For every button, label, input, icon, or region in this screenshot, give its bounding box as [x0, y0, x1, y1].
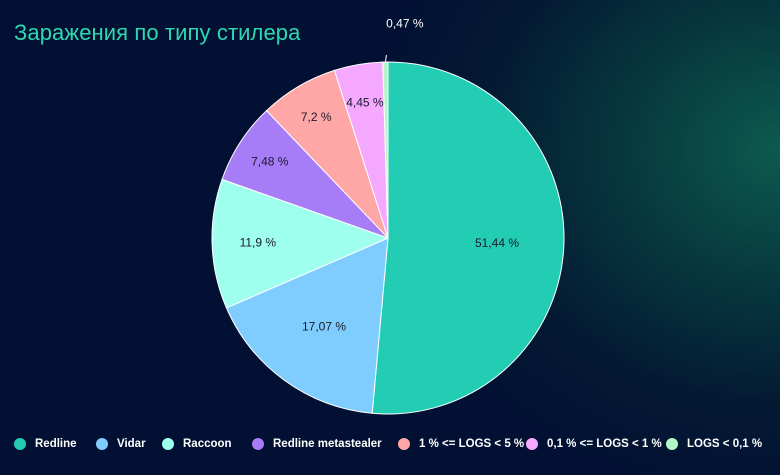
data-label-7: 0,47 %	[386, 16, 424, 30]
legend-label: Raccoon	[183, 438, 232, 450]
legend-swatch	[252, 438, 264, 450]
legend-item-7: LOGS < 0,1 %	[666, 432, 762, 456]
legend-item-4: Redline metastealer	[252, 432, 382, 456]
legend-label: Vidar	[117, 438, 146, 450]
legend-label: 0,1 % <= LOGS < 1 %	[547, 438, 662, 450]
legend-swatch	[666, 438, 678, 450]
legend-swatch	[398, 438, 410, 450]
legend-item-6: 0,1 % <= LOGS < 1 %	[526, 432, 662, 456]
data-label-2: 17,07 %	[302, 319, 346, 333]
chart-legend: Redline Vidar Raccoon Redline metastealer 1 …	[0, 432, 780, 456]
legend-swatch	[526, 438, 538, 450]
data-label-1: 51,44 %	[475, 236, 519, 250]
pie-slice-1	[371, 61, 565, 415]
data-label-6: 4,45 %	[346, 96, 384, 110]
legend-swatch	[96, 438, 108, 450]
legend-item-2: Vidar	[96, 432, 146, 456]
leader-line-7	[384, 54, 387, 63]
legend-swatch	[162, 438, 174, 450]
legend-item-1: Redline	[14, 432, 77, 456]
legend-label: 1 % <= LOGS < 5 %	[419, 438, 525, 450]
legend-label: LOGS < 0,1 %	[687, 438, 763, 450]
pie-slice-3	[211, 178, 390, 309]
pie-slice-2	[225, 237, 389, 414]
data-label-5: 7,2 %	[301, 110, 332, 124]
legend-item-3: Raccoon	[162, 432, 232, 456]
chart-title: Заражения по типу стилера	[14, 20, 301, 45]
legend-swatch	[14, 438, 26, 450]
data-label-4: 7,48 %	[251, 155, 289, 169]
legend-label: Redline	[35, 438, 77, 450]
legend-label: Redline metastealer	[273, 438, 382, 450]
legend-item-5: 1 % <= LOGS < 5 %	[398, 432, 524, 456]
data-label-3: 11,9 %	[240, 235, 277, 249]
